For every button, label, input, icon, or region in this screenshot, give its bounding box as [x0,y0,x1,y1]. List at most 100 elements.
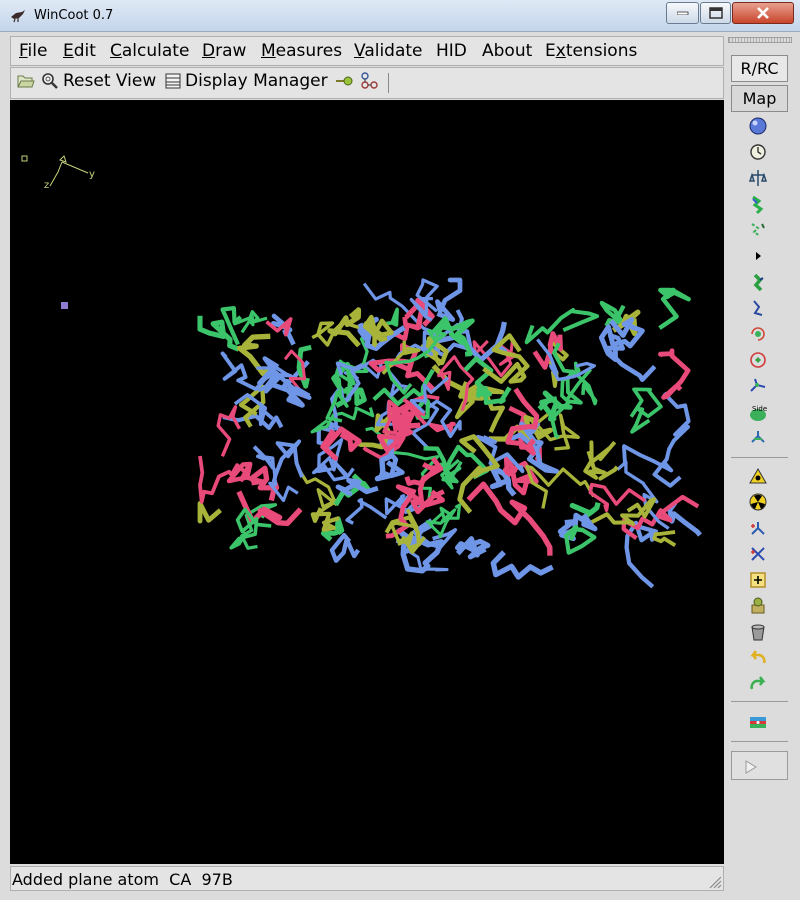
protein-backbone-traces [197,277,702,589]
side-chain-180-icon[interactable] [747,349,769,371]
backbone-trace [423,444,490,480]
backbone-trace [384,325,447,395]
backbone-trace [454,536,491,560]
backbone-trace [588,482,647,513]
backbone-trace [435,277,463,322]
backbone-trace [296,467,343,516]
menu-draw[interactable]: Draw [202,41,247,61]
edit-backbone-icon[interactable] [747,375,769,397]
reset-view-button[interactable]: Reset View [41,71,156,95]
mutate-side-icon[interactable]: Side [747,401,769,423]
window-title: WinCoot 0.7 [34,8,114,23]
backbone-trace [330,361,368,431]
open-button[interactable] [17,71,39,95]
place-atom-icon[interactable] [747,569,769,591]
rigid-body-fit-icon[interactable] [747,167,769,189]
backbone-trace [197,501,222,524]
resize-grip-icon[interactable] [706,873,722,889]
real-space-refine-button[interactable]: R/RC [731,55,788,82]
coot-bird-icon [11,10,25,23]
backbone-trace [409,278,439,322]
backbone-trace [316,420,341,447]
molecule-viewer-canvas[interactable]: y z [10,100,724,864]
menu-edit[interactable]: Edit [63,41,96,61]
backbone-trace [658,287,691,330]
toolbar: Reset View Display Manager [10,67,724,99]
backbone-trace [386,307,399,327]
backbone-trace [333,473,371,507]
display-manager-button[interactable]: Display Manager [165,71,328,95]
backbone-trace [325,376,349,423]
backbone-trace [525,464,596,509]
backbone-trace [311,438,344,475]
menu-extensions[interactable]: Extensions [545,41,638,61]
backbone-trace [321,458,355,482]
toolbar-grip[interactable] [728,37,792,43]
add-terminal-residue-icon[interactable] [747,465,769,487]
backbone-trace [386,307,424,342]
backbone-trace [440,458,463,490]
svg-text:Side: Side [752,405,767,413]
menu-validate[interactable]: Validate [354,41,423,61]
close-button[interactable] [732,2,794,24]
add-alt-conf-icon[interactable] [747,517,769,539]
flag-icon[interactable] [747,711,769,733]
backbone-trace [624,520,659,589]
redo-icon[interactable] [747,673,769,695]
atom-label-button[interactable] [359,71,383,95]
backbone-trace [385,494,413,539]
backbone-trace [345,497,388,525]
menu-hid[interactable]: HID [436,41,467,61]
auto-fit-rotamer-icon[interactable] [747,193,769,215]
backbone-trace [431,364,485,401]
refine-sphere-icon[interactable] [747,115,769,137]
menu-about[interactable]: About [482,41,533,61]
backbone-trace [560,361,598,406]
molecule-render: y z [21,155,702,589]
menu-file[interactable]: File [19,41,48,61]
maximize-button[interactable] [700,2,731,24]
edit-chi-angles-icon[interactable] [747,271,769,293]
backbone-trace [320,426,362,461]
menu-measures[interactable]: Measures [261,41,343,61]
backbone-trace [233,393,274,427]
clear-pending-icon[interactable] [747,621,769,643]
axes-indicator [21,155,89,187]
flip-peptide-icon[interactable] [747,323,769,345]
delete-icon[interactable] [747,543,769,565]
status-text: Added plane atom CA 97B [12,870,233,889]
backbone-trace [436,355,475,412]
find-waters-icon[interactable] [747,595,769,617]
atom-label-icon [361,72,378,89]
undo-icon[interactable] [747,647,769,669]
backbone-trace [439,462,462,484]
backbone-trace [240,503,278,550]
torsion-general-icon[interactable] [747,297,769,319]
backbone-trace [343,358,383,380]
maximize-icon [708,7,723,19]
axis-z-label: z [44,180,49,191]
folder-open-icon [17,75,35,88]
rotamer-icon[interactable] [747,219,769,241]
map-button[interactable]: Map [731,85,788,112]
backbone-trace [283,349,307,397]
stray-atom-marker [61,302,68,309]
menu-calculate[interactable]: Calculate [110,41,190,61]
play-button[interactable] [731,751,788,780]
backbone-trace [463,356,512,406]
play-arrow-icon[interactable] [747,245,769,267]
backbone-trace [362,314,394,348]
backbone-trace [229,507,272,550]
mutate-autofit-icon[interactable] [747,427,769,449]
backbone-trace [216,405,241,457]
add-atom-radioactive-icon[interactable] [747,491,769,513]
backbone-trace [549,342,583,440]
cylinder-button[interactable] [335,71,359,95]
backbone-trace [331,361,367,409]
backbone-trace [320,516,345,542]
backbone-trace [252,445,275,470]
regularize-icon[interactable] [747,141,769,163]
backbone-trace [532,331,563,370]
backbone-trace [268,468,299,503]
minimize-button[interactable] [666,2,699,24]
